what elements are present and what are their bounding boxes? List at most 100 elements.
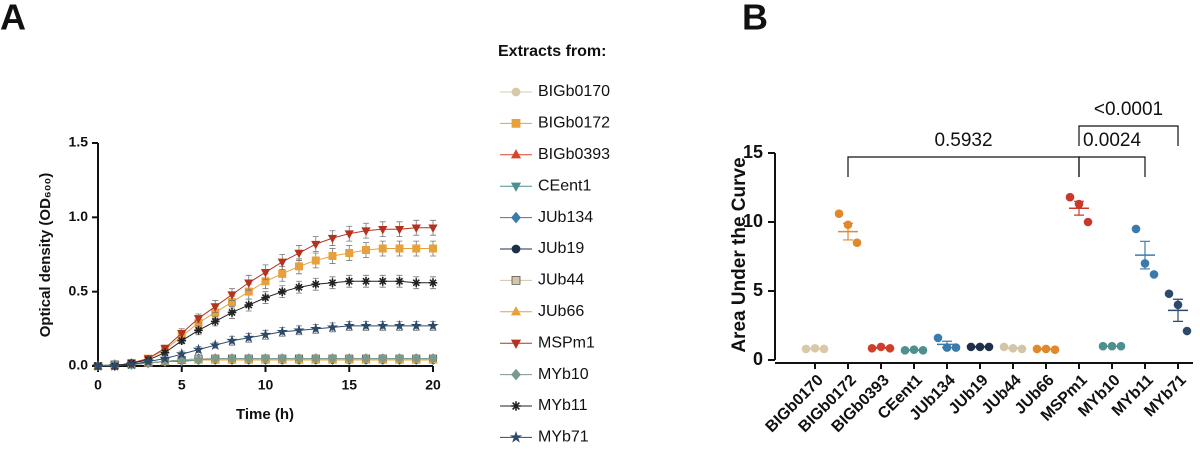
legend-marker xyxy=(511,368,521,381)
x-tick-label: 0 xyxy=(94,377,102,393)
data-point xyxy=(277,287,287,296)
data-point xyxy=(261,293,270,302)
y-axis-label: Optical density (OD₆₀₀) xyxy=(37,173,54,338)
data-point xyxy=(378,244,387,253)
data-point xyxy=(377,319,389,331)
legend-marker xyxy=(510,339,522,349)
data-point xyxy=(244,279,254,288)
data-point xyxy=(310,322,322,334)
data-point xyxy=(328,278,337,288)
legend-label: BIGb0170 xyxy=(538,83,610,100)
data-point xyxy=(295,262,303,271)
data-point xyxy=(109,360,121,371)
legend-label: BIGb0172 xyxy=(538,115,610,132)
data-point xyxy=(227,291,237,300)
data-point xyxy=(411,224,421,233)
data-point xyxy=(429,244,437,253)
data-point xyxy=(1182,326,1192,336)
data-point xyxy=(243,331,255,343)
legend-title: Extracts from: xyxy=(498,43,606,60)
y-tick-label: 1.5 xyxy=(69,134,89,150)
legend-marker xyxy=(510,306,522,316)
data-point xyxy=(177,354,187,366)
data-point xyxy=(395,276,404,286)
data-point xyxy=(1131,224,1141,234)
error-bar xyxy=(1041,348,1051,351)
data-point xyxy=(328,353,337,364)
error-bar xyxy=(1074,200,1084,216)
data-point xyxy=(360,319,372,331)
error-bar xyxy=(1008,346,1018,350)
y-tick-label: 15 xyxy=(743,142,763,162)
data-point xyxy=(328,251,337,260)
y-axis-label: Area Under the Curve xyxy=(729,157,750,352)
data-point xyxy=(210,353,220,364)
legend-label: MSPm1 xyxy=(538,334,595,351)
data-point xyxy=(177,330,187,339)
y-tick-label: 10 xyxy=(743,211,763,231)
data-point xyxy=(395,353,404,364)
data-point xyxy=(361,353,371,364)
data-point xyxy=(834,209,844,219)
error-bar xyxy=(876,346,886,349)
legend-label: MYb10 xyxy=(538,366,589,383)
data-point xyxy=(852,238,862,247)
data-point xyxy=(260,269,271,278)
data-point xyxy=(951,343,961,352)
y-tick-label: 0.5 xyxy=(69,282,89,298)
data-point xyxy=(293,324,305,336)
significance-label: 0.5932 xyxy=(934,130,992,151)
data-point xyxy=(92,360,104,371)
legend-label: JUb19 xyxy=(538,240,584,257)
legend-marker xyxy=(511,401,521,411)
data-point xyxy=(294,282,304,292)
data-point xyxy=(361,276,371,286)
legend-label: MYb71 xyxy=(538,429,589,446)
data-point xyxy=(999,342,1009,352)
data-point xyxy=(176,348,188,359)
y-tick-label: 1.0 xyxy=(69,208,89,224)
legend-marker xyxy=(511,244,521,254)
data-point xyxy=(378,353,388,364)
data-point xyxy=(343,319,355,331)
legend-label: MYb11 xyxy=(538,397,588,414)
data-point xyxy=(227,308,237,317)
legend-label: CEent1 xyxy=(538,177,591,194)
legend-marker xyxy=(511,119,521,128)
error-bar xyxy=(1140,240,1150,270)
data-point xyxy=(378,276,388,286)
data-point xyxy=(412,244,421,253)
legend-marker xyxy=(511,211,521,224)
data-point xyxy=(344,276,354,286)
data-point xyxy=(194,326,203,335)
data-point xyxy=(278,269,287,278)
data-point xyxy=(378,225,388,235)
data-point xyxy=(277,258,287,268)
data-point xyxy=(428,224,438,233)
error-bar xyxy=(810,347,820,350)
data-point xyxy=(177,336,187,346)
data-point xyxy=(192,343,205,355)
data-point xyxy=(362,246,370,255)
data-point xyxy=(311,256,320,265)
data-point xyxy=(142,355,154,367)
data-point xyxy=(345,249,354,258)
y-tick-label: 0 xyxy=(753,349,763,369)
data-point xyxy=(1164,289,1174,299)
data-point xyxy=(125,358,138,370)
significance-label: 0.0024 xyxy=(1083,130,1142,151)
error-bar xyxy=(909,349,919,351)
x-tick-label: 10 xyxy=(258,377,274,393)
data-point xyxy=(395,244,404,253)
data-point xyxy=(277,353,287,364)
data-point xyxy=(1083,217,1093,227)
data-point xyxy=(159,352,171,364)
data-point xyxy=(261,353,270,364)
data-point xyxy=(193,315,204,324)
data-point xyxy=(344,230,354,239)
legend-label: JUb66 xyxy=(538,303,584,320)
significance-bracket xyxy=(1078,156,1146,177)
significance-bracket xyxy=(1078,125,1179,146)
data-point xyxy=(294,353,304,364)
